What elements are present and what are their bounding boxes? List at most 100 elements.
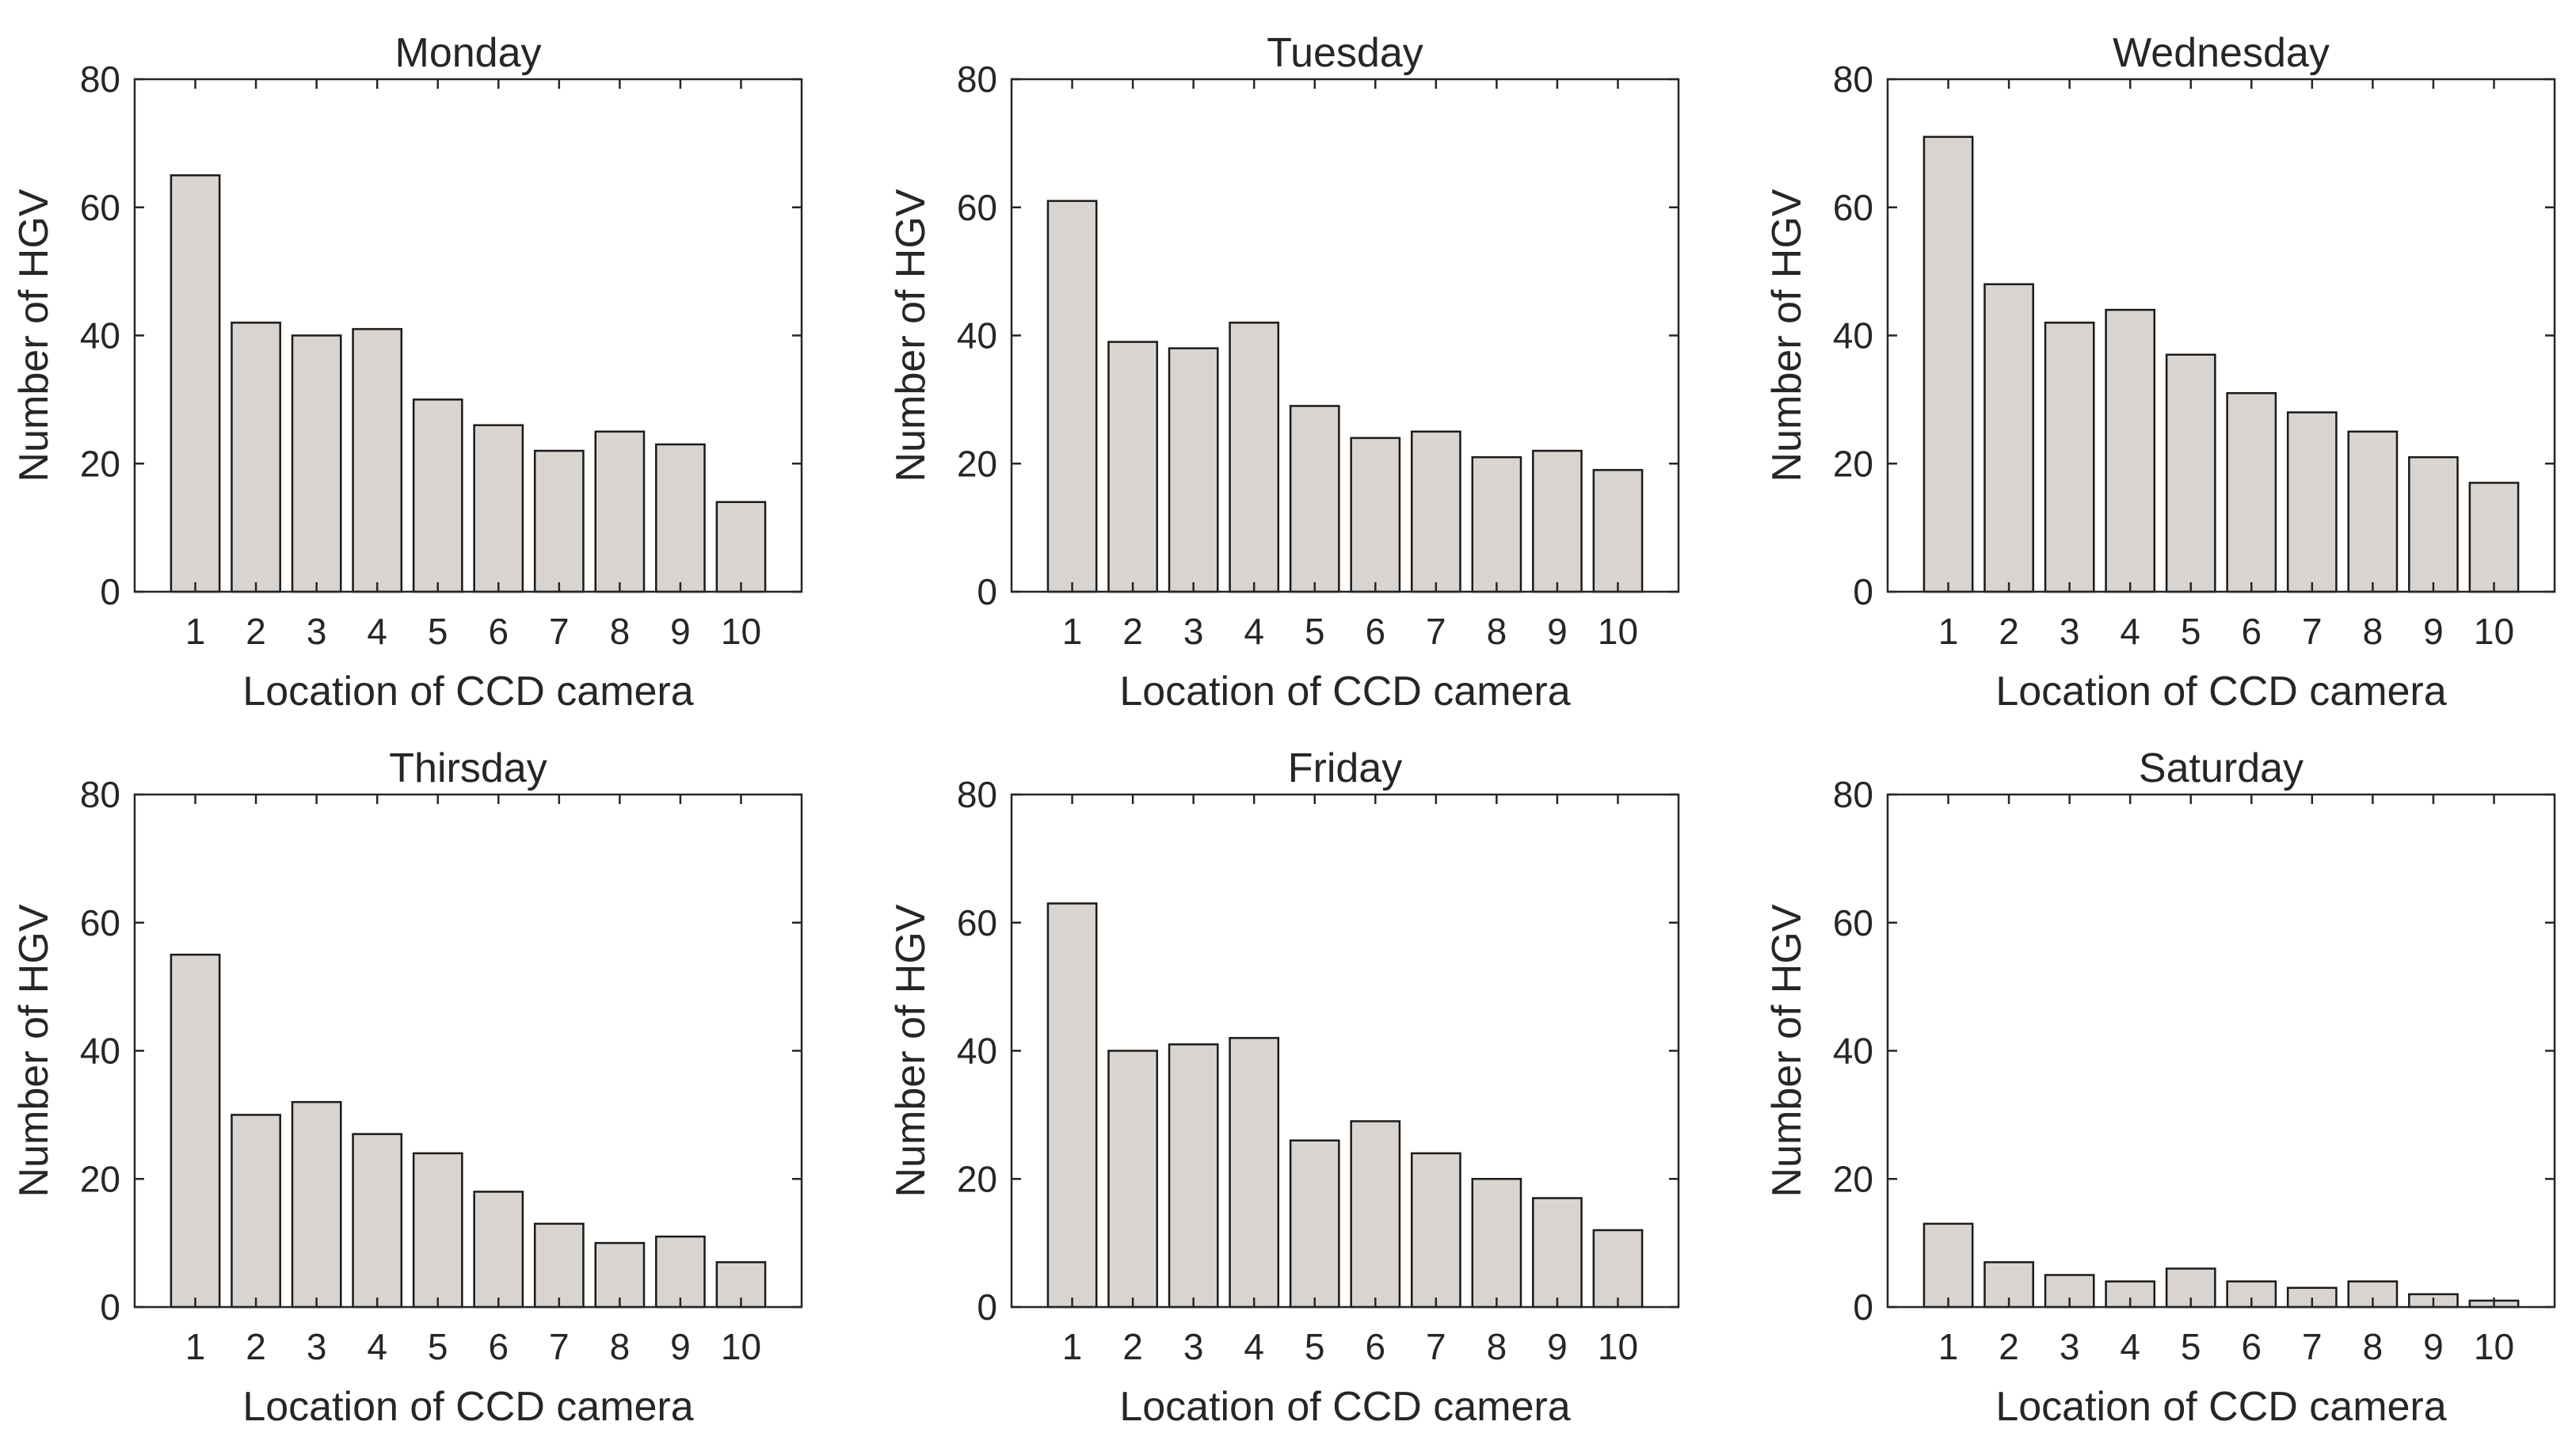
x-tick-label: 6: [1365, 1326, 1385, 1367]
y-axis-label: Number of HGV: [11, 189, 57, 482]
x-tick-label: 4: [2120, 1326, 2140, 1367]
bar: [2286, 411, 2338, 593]
x-tick-label: 10: [721, 1326, 761, 1367]
chart-title: Monday: [395, 30, 542, 76]
bar: [231, 322, 281, 593]
bar: [231, 1114, 281, 1309]
panel-monday: 0 20 40 60 80 1 2 3 4 5 6 7 8 9 10 Monday Location of CC…: [11, 30, 803, 715]
x-tick-label: 7: [1426, 1326, 1446, 1367]
y-tick-label: 80: [957, 59, 997, 100]
x-tick-label: 8: [610, 611, 631, 652]
bar: [1592, 469, 1644, 593]
bar: [473, 424, 524, 593]
bar: [1350, 436, 1401, 593]
bar: [1922, 135, 1974, 593]
bar: [1410, 430, 1461, 593]
y-tick-label: 0: [977, 1286, 997, 1328]
x-tick-label: 4: [367, 1326, 387, 1367]
chart-title: Wednesday: [2113, 30, 2330, 76]
y-tick-label: 60: [1833, 902, 1873, 943]
bar: [594, 1241, 646, 1309]
x-tick-label: 9: [2423, 1326, 2444, 1367]
y-tick-label: 60: [1833, 187, 1873, 228]
bar: [594, 430, 646, 593]
y-tick-label: 40: [1833, 315, 1873, 356]
y-tick-label: 0: [977, 571, 997, 612]
bar: [1289, 405, 1340, 593]
panel-friday: 0 20 40 60 80 1 2 3 4 5 6 7 8 9 10 Friday Location of CC…: [888, 745, 1680, 1430]
bar: [473, 1191, 524, 1309]
y-tick-label: 80: [957, 774, 997, 815]
x-tick-label: 7: [549, 611, 570, 652]
x-tick-label: 3: [2060, 611, 2080, 652]
x-tick-label: 8: [1487, 1326, 1507, 1367]
x-axis-label: Location of CCD camera: [1995, 669, 2446, 715]
x-tick-label: 8: [610, 1326, 631, 1367]
y-tick-label: 60: [80, 187, 120, 228]
x-tick-label: 5: [428, 611, 448, 652]
bar: [1107, 1050, 1158, 1309]
bar: [1922, 1222, 1974, 1309]
bar: [1532, 1197, 1583, 1309]
bar: [1471, 455, 1522, 593]
x-tick-label: 3: [1183, 1326, 1204, 1367]
bar: [1229, 322, 1280, 593]
bar: [2044, 322, 2095, 593]
bar: [2468, 482, 2520, 593]
x-tick-label: 3: [307, 611, 327, 652]
y-axis-label: Number of HGV: [888, 189, 934, 482]
bar: [1532, 449, 1583, 593]
x-tick-label: 2: [1122, 1326, 1143, 1367]
x-axis-label: Location of CCD camera: [1119, 669, 1570, 715]
bar: [1289, 1139, 1340, 1309]
y-tick-label: 80: [1833, 774, 1873, 815]
x-tick-label: 8: [2363, 611, 2384, 652]
x-tick-label: 3: [1183, 611, 1204, 652]
x-tick-label: 6: [488, 611, 509, 652]
y-tick-label: 20: [957, 443, 997, 484]
bar: [291, 334, 342, 593]
x-tick-label: 3: [2060, 1326, 2080, 1367]
y-tick-label: 40: [80, 1031, 120, 1072]
y-tick-label: 20: [1833, 1158, 1873, 1199]
chart-title: Friday: [1288, 745, 1402, 791]
y-tick-label: 0: [100, 571, 120, 612]
x-tick-label: 6: [488, 1326, 509, 1367]
x-tick-label: 9: [670, 611, 691, 652]
y-tick-label: 80: [1833, 59, 1873, 100]
y-tick-label: 0: [100, 1286, 120, 1328]
x-tick-label: 5: [1305, 611, 1325, 652]
x-tick-label: 2: [1999, 1326, 2019, 1367]
x-tick-label: 2: [246, 1326, 266, 1367]
y-tick-label: 20: [80, 443, 120, 484]
y-tick-label: 60: [957, 187, 997, 228]
bar: [2105, 308, 2156, 593]
bar: [1168, 347, 1219, 593]
y-tick-label: 40: [957, 1031, 997, 1072]
bar: [2347, 1280, 2399, 1309]
y-tick-label: 20: [80, 1158, 120, 1199]
x-tick-label: 9: [2423, 611, 2444, 652]
x-tick-label: 5: [2181, 1326, 2201, 1367]
y-axis-label: Number of HGV: [11, 904, 57, 1197]
x-tick-label: 1: [1938, 1326, 1959, 1367]
bar: [2347, 430, 2399, 593]
bar: [352, 328, 403, 593]
x-tick-label: 8: [1487, 611, 1507, 652]
x-axis-label: Location of CCD camera: [242, 1384, 693, 1430]
x-tick-label: 2: [246, 611, 266, 652]
x-tick-label: 1: [185, 1326, 206, 1367]
y-tick-label: 0: [1853, 1286, 1873, 1328]
x-tick-label: 8: [2363, 1326, 2384, 1367]
y-tick-label: 0: [1853, 571, 1873, 612]
bar: [533, 1222, 585, 1309]
x-tick-label: 1: [1062, 611, 1083, 652]
y-tick-label: 80: [80, 59, 120, 100]
bar: [655, 443, 706, 593]
x-tick-label: 5: [428, 1326, 448, 1367]
bar: [533, 449, 585, 593]
bar: [1592, 1229, 1644, 1309]
bar: [715, 501, 767, 593]
panel-thirsday: 0 20 40 60 80 1 2 3 4 5 6 7 8 9 10 Thirsday Location of …: [11, 745, 803, 1430]
